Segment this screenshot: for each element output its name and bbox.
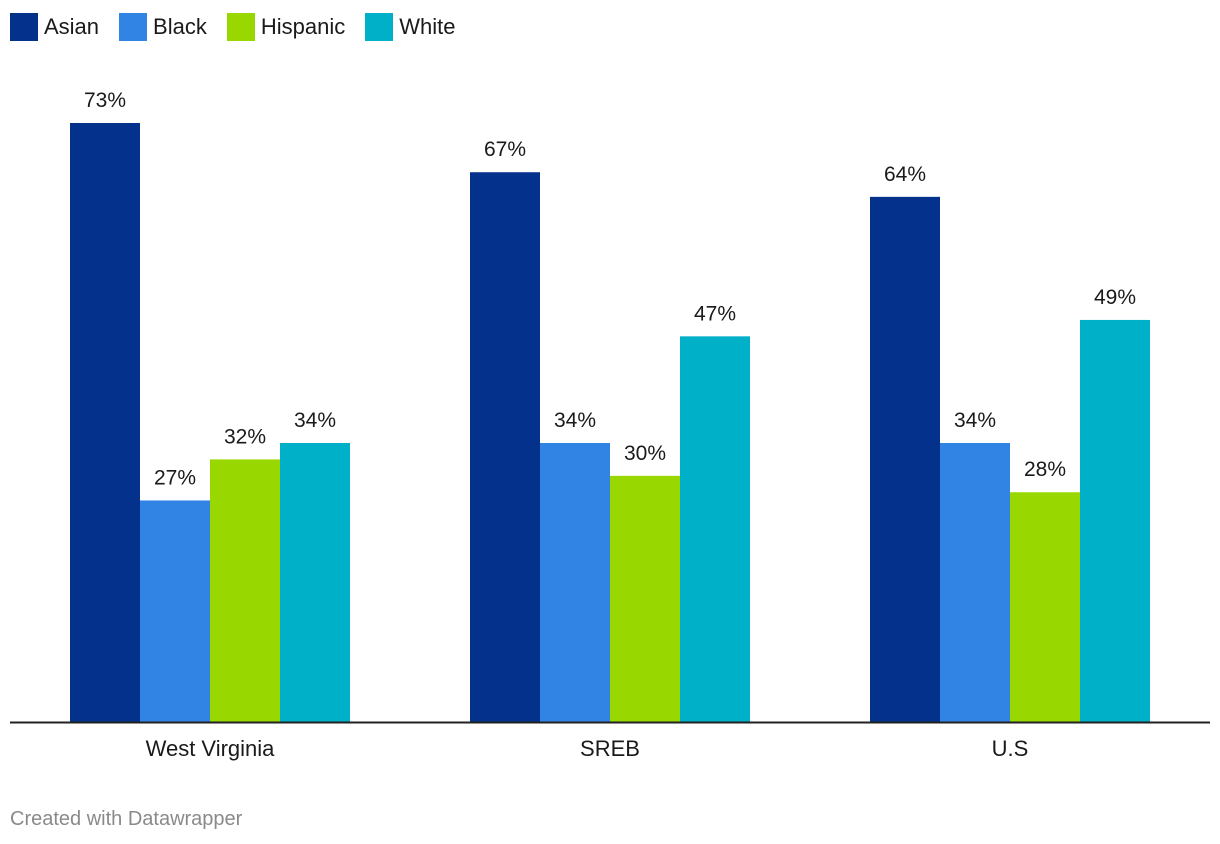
- data-label-sreb-asian: 67%: [484, 138, 526, 161]
- bar-sreb-hispanic: [610, 475, 680, 722]
- legend-label-black: Black: [153, 14, 207, 39]
- legend-swatch-hispanic: [226, 13, 255, 41]
- legend-label-hispanic: Hispanic: [260, 14, 346, 39]
- data-label-u-s-hispanic: 28%: [1024, 458, 1066, 481]
- bar-sreb-black: [540, 443, 610, 722]
- data-label-west-virginia-white: 34%: [294, 409, 336, 432]
- legend-label-white: White: [399, 14, 456, 39]
- bar-u-s-black: [940, 443, 1010, 722]
- legend-item-hispanic: Hispanic: [226, 13, 346, 41]
- legend-item-black: Black: [119, 13, 207, 41]
- data-label-sreb-black: 34%: [554, 409, 596, 432]
- data-label-sreb-white: 47%: [694, 302, 736, 325]
- legend-swatch-asian: [10, 13, 38, 41]
- category-label-sreb: SREB: [580, 736, 640, 761]
- legend-swatch-white: [365, 13, 394, 41]
- data-label-u-s-black: 34%: [954, 409, 996, 432]
- legend-swatch-black: [119, 13, 148, 41]
- footer-credit: Created with Datawrapper: [10, 808, 243, 830]
- category-label-u-s: U.S: [992, 736, 1029, 761]
- data-label-west-virginia-asian: 73%: [84, 89, 126, 112]
- category-label-west-virginia: West Virginia: [146, 736, 276, 761]
- bar-sreb-asian: [470, 172, 540, 722]
- bar-u-s-hispanic: [1010, 492, 1080, 722]
- bar-west-virginia-white: [280, 443, 350, 722]
- bar-u-s-white: [1080, 319, 1150, 722]
- data-label-sreb-hispanic: 30%: [624, 442, 666, 465]
- bar-west-virginia-hispanic: [210, 459, 280, 722]
- legend-item-asian: Asian: [10, 13, 99, 41]
- legend-item-white: White: [365, 13, 455, 41]
- data-label-west-virginia-black: 27%: [154, 466, 196, 489]
- bar-chart: 73% 27% 32% 34% West Virginia 67% 34% 30% 47% SRE…: [10, 89, 1210, 761]
- bar-u-s-asian: [870, 196, 940, 723]
- bar-sreb-white: [680, 336, 750, 722]
- legend-label-asian: Asian: [44, 14, 100, 39]
- legend: Asian Black Hispanic White: [10, 12, 475, 42]
- bar-west-virginia-black: [140, 500, 210, 722]
- data-label-west-virginia-hispanic: 32%: [224, 425, 266, 448]
- data-label-u-s-asian: 64%: [884, 163, 926, 186]
- data-label-u-s-white: 49%: [1094, 286, 1136, 309]
- bar-west-virginia-asian: [70, 123, 140, 722]
